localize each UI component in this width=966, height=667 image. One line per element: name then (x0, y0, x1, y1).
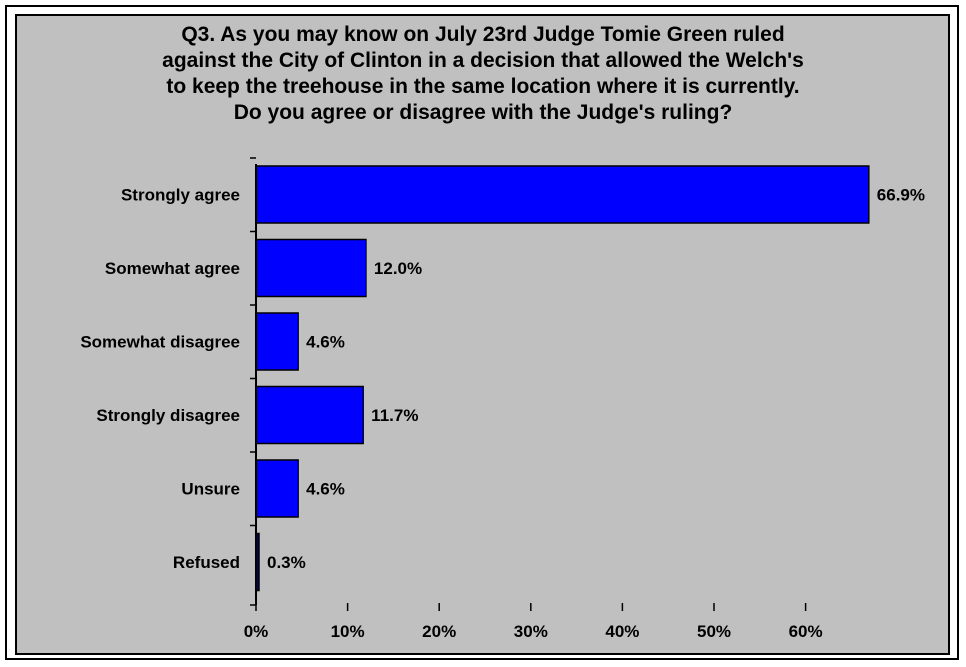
chart-panel (15, 14, 950, 655)
category-label: Strongly disagree (96, 406, 240, 425)
category-label: Somewhat disagree (80, 333, 240, 352)
value-label: 4.6% (306, 480, 345, 499)
x-tick-label: 10% (331, 622, 365, 641)
bar-somewhat-disagree (255, 312, 299, 371)
category-label: Somewhat agree (105, 259, 240, 278)
bar-strongly-disagree (255, 385, 364, 445)
value-label: 12.0% (374, 259, 422, 278)
x-tick-label: 20% (422, 622, 456, 641)
bar-refused (255, 532, 260, 592)
x-tick-label: 40% (605, 622, 639, 641)
x-tick-label: 50% (697, 622, 731, 641)
bar-unsure (255, 459, 299, 518)
chart-title: Q3. As you may know on July 23rd Judge T… (162, 23, 804, 124)
value-label: 11.7% (371, 406, 418, 425)
x-tick-label: 30% (514, 622, 548, 641)
x-tick-label: 0% (244, 622, 269, 641)
bar-strongly-agree (255, 165, 870, 224)
value-label: 66.9% (877, 186, 925, 205)
bar-somewhat-agree (255, 238, 367, 298)
category-label: Refused (173, 553, 240, 572)
category-label: Strongly agree (121, 186, 240, 205)
value-label: 0.3% (267, 553, 306, 572)
category-label: Unsure (181, 480, 240, 499)
value-label: 4.6% (306, 333, 345, 352)
x-tick-label: 60% (789, 622, 823, 641)
